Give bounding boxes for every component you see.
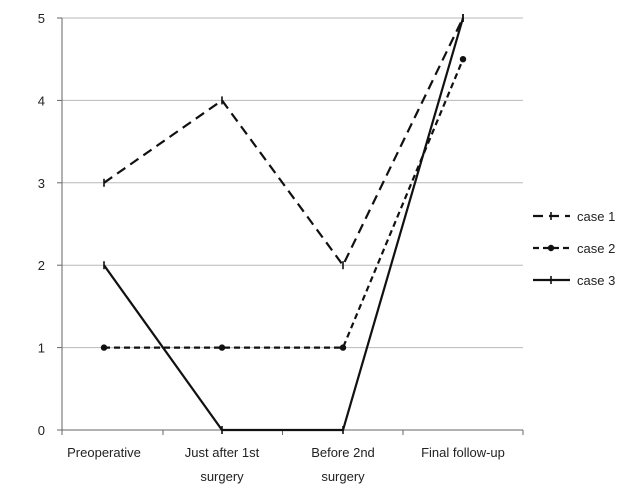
y-tick-labels: 0 1 2 3 4 5 xyxy=(38,11,45,438)
series-lines xyxy=(100,14,467,434)
x-tick-label: Final follow-up xyxy=(421,445,505,460)
series-1 xyxy=(103,14,464,270)
y-tick-label: 5 xyxy=(38,11,45,26)
series-line xyxy=(103,17,464,268)
gridlines xyxy=(62,17,523,349)
series-line xyxy=(103,17,465,432)
legend-item: case 3 xyxy=(533,273,615,288)
series-2 xyxy=(100,56,467,351)
y-tick-label: 1 xyxy=(38,341,45,356)
legend-item: case 2 xyxy=(533,241,615,256)
y-tick-label: 4 xyxy=(38,93,45,108)
x-tick-label: Just after 1st xyxy=(185,445,260,460)
y-tick-label: 0 xyxy=(38,423,45,438)
data-point xyxy=(459,56,467,63)
x-tick-label: Before 2nd xyxy=(311,445,375,460)
legend-label: case 2 xyxy=(577,241,615,256)
axes xyxy=(57,17,524,435)
legend: case 1 case 2 case 3 xyxy=(533,209,615,288)
legend-label: case 3 xyxy=(577,273,615,288)
y-tick-label: 3 xyxy=(38,176,45,191)
series-line xyxy=(104,58,465,349)
data-point xyxy=(100,344,108,351)
y-tick-label: 2 xyxy=(38,258,45,273)
data-point xyxy=(339,344,347,351)
legend-item: case 1 xyxy=(533,209,615,224)
x-tick-label: surgery xyxy=(321,469,365,484)
x-tick-label: Preoperative xyxy=(67,445,141,460)
data-point xyxy=(218,344,226,351)
legend-label: case 1 xyxy=(577,209,615,224)
x-tick-labels: Preoperative Just after 1st surgery Before … xyxy=(67,445,505,484)
x-tick-label: surgery xyxy=(200,469,244,484)
legend-marker xyxy=(547,244,555,252)
series-3 xyxy=(103,14,465,434)
